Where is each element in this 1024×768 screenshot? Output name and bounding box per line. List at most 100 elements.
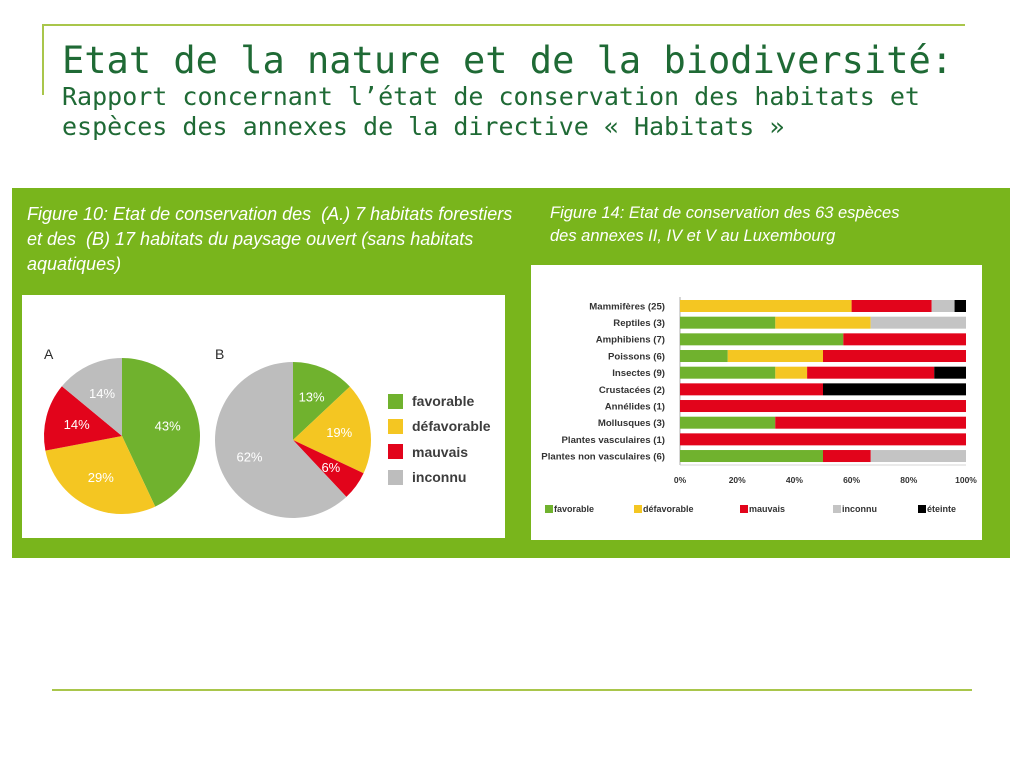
slide-title: Etat de la nature et de la biodiversité:: [62, 39, 954, 82]
pie-a-value-label-mauvais: 14%: [64, 417, 90, 432]
pie-a-slice-mauvais: [44, 386, 122, 451]
x-tick-label: 40%: [786, 475, 803, 485]
pie-b-value-label-favorable: 13%: [299, 390, 325, 405]
pie-a-slice-favorable: [122, 358, 200, 507]
pie-b-slice-inconnu: [215, 362, 347, 518]
bar-defavorable-poissons-6: [727, 350, 823, 363]
legend-label-favorable: favorable: [554, 504, 594, 514]
bar-favorable-plantes-non-vasculaires-6: [680, 450, 823, 463]
subtitle-line: Rapport concernant l’état de conservatio…: [62, 82, 920, 111]
legend-swatch-defavorable: [634, 505, 642, 513]
legend-swatch-defavorable: [388, 418, 403, 434]
pie-legend: favorable défavorable mauvais inconnu: [388, 389, 491, 490]
legend-swatch-favorable: [388, 393, 403, 409]
bar-favorable-insectes-9: [680, 366, 776, 379]
caption-line: Figure 10: Etat de conservation des (A.)…: [27, 204, 513, 224]
pie-b-value-label-inconnu: 62%: [236, 450, 262, 465]
category-label-crustacees-2: Crustacées (2): [599, 385, 665, 396]
bar-mauvais-crustacees-2: [680, 383, 823, 396]
bottom-rule: [52, 689, 972, 691]
bar-inconnu-plantes-non-vasculaires-6: [870, 450, 966, 463]
legend-swatch-eteinte: [918, 505, 926, 513]
bar-mauvais-plantes-non-vasculaires-6: [823, 450, 871, 463]
category-label-insectes-9: Insectes (9): [612, 368, 665, 379]
pie-a-label: A: [44, 346, 54, 362]
pie-b-label: B: [215, 346, 225, 362]
category-label-plantes-non-vasculaires-6: Plantes non vasculaires (6): [541, 451, 665, 462]
pie-a-value-label-defavorable: 29%: [88, 470, 114, 485]
category-label-reptiles-3: Reptiles (3): [613, 318, 665, 329]
figure-10-caption: Figure 10: Etat de conservation des (A.)…: [27, 202, 512, 277]
bar-mauvais-poissons-6: [823, 350, 966, 363]
x-tick-label: 20%: [729, 475, 746, 485]
caption-line: et des (B) 17 habitats du paysage ouvert…: [27, 229, 474, 249]
pie-b-value-label-defavorable: 19%: [326, 425, 352, 440]
legend-label-mauvais: mauvais: [749, 504, 785, 514]
category-label-annelides-1: Annélides (1): [605, 401, 665, 412]
pie-a-value-label-inconnu: 14%: [89, 386, 115, 401]
bar-favorable-amphibiens-7: [680, 333, 844, 346]
legend-label: défavorable: [412, 418, 491, 435]
figure-14-caption: Figure 14: Etat de conservation des 63 e…: [550, 202, 899, 248]
bar-mauvais-mollusques-3: [775, 416, 966, 429]
bar-favorable-mollusques-3: [680, 416, 776, 429]
legend-label: mauvais: [412, 443, 469, 460]
pie-b-value-label-mauvais: 6%: [321, 460, 340, 475]
caption-line: aquatiques): [27, 254, 122, 274]
legend-label: favorable: [412, 393, 475, 410]
bar-defavorable-reptiles-3: [775, 316, 871, 329]
legend-label-eteinte: éteinte: [927, 504, 956, 514]
bar-defavorable-mammiferes-25: [680, 300, 852, 312]
legend-swatch-mauvais: [388, 444, 403, 460]
left-rule: [42, 24, 44, 95]
legend-swatch-mauvais: [740, 505, 748, 513]
category-label-mollusques-3: Mollusques (3): [598, 418, 665, 429]
x-tick-label: 0%: [674, 475, 687, 485]
caption-line: Figure 14: Etat de conservation des 63 e…: [550, 204, 900, 222]
legend-label: inconnu: [412, 469, 467, 486]
pie-a-slice-inconnu: [61, 358, 122, 436]
pie-a-slice-defavorable: [45, 436, 156, 514]
bar-mauvais-mammiferes-25: [851, 300, 932, 312]
bar-favorable-reptiles-3: [680, 316, 776, 329]
legend-item-favorable: favorable: [388, 389, 491, 414]
bar-favorable-poissons-6: [680, 350, 728, 363]
figure-14-chart-area: Mammifères (25) Reptiles (3) Amphibiens (7…: [531, 265, 982, 540]
subtitle-line: espèces des annexes de la directive « Ha…: [62, 112, 785, 141]
top-rule: [42, 24, 965, 26]
bar-defavorable-insectes-9: [775, 366, 808, 379]
x-tick-label: 80%: [900, 475, 917, 485]
pie-a-value-label-favorable: 43%: [155, 418, 181, 433]
legend-item-defavorable: défavorable: [388, 414, 491, 439]
caption-line: des annexes II, IV et V au Luxembourg: [550, 227, 836, 245]
slide-subtitle: Rapport concernant l’état de conservatio…: [62, 82, 920, 142]
category-label-amphibiens-7: Amphibiens (7): [596, 335, 665, 346]
legend-swatch-inconnu: [388, 469, 403, 485]
bar-eteinte-crustacees-2: [823, 383, 966, 396]
x-tick-label: 100%: [955, 475, 977, 485]
legend-swatch-inconnu: [833, 505, 841, 513]
category-label-plantes-vasculaires-1: Plantes vasculaires (1): [562, 435, 665, 446]
category-label-poissons-6: Poissons (6): [608, 351, 665, 362]
legend-item-mauvais: mauvais: [388, 439, 491, 464]
bar-mauvais-insectes-9: [807, 366, 935, 379]
pie-b-slice-defavorable: [293, 386, 371, 474]
legend-label-inconnu: inconnu: [842, 504, 877, 514]
pie-b-slice-mauvais: [293, 440, 364, 497]
bar-inconnu-reptiles-3: [870, 316, 966, 329]
pie-b-slice-favorable: [293, 362, 350, 440]
pie-charts: 43% 29% 14% 14% 13% 19% 6% 62%: [44, 358, 371, 518]
bar-eteinte-insectes-9: [934, 366, 966, 379]
bar-mauvais-annelides-1: [680, 400, 966, 413]
figure-panel: Figure 10: Etat de conservation des (A.)…: [12, 188, 1010, 558]
x-tick-label: 60%: [843, 475, 860, 485]
legend-swatch-favorable: [545, 505, 553, 513]
figure-10-chart-area: 43% 29% 14% 14% 13% 19% 6% 62% A B favorable dé…: [22, 295, 505, 538]
bar-eteinte-mammiferes-25: [954, 300, 966, 312]
legend-label-defavorable: défavorable: [643, 504, 694, 514]
legend-item-inconnu: inconnu: [388, 464, 491, 489]
bar-mauvais-plantes-vasculaires-1: [680, 433, 966, 446]
bar-inconnu-mammiferes-25: [931, 300, 955, 312]
stacked-bar-chart: Mammifères (25) Reptiles (3) Amphibiens (7…: [541, 297, 977, 514]
bar-mauvais-amphibiens-7: [843, 333, 966, 346]
